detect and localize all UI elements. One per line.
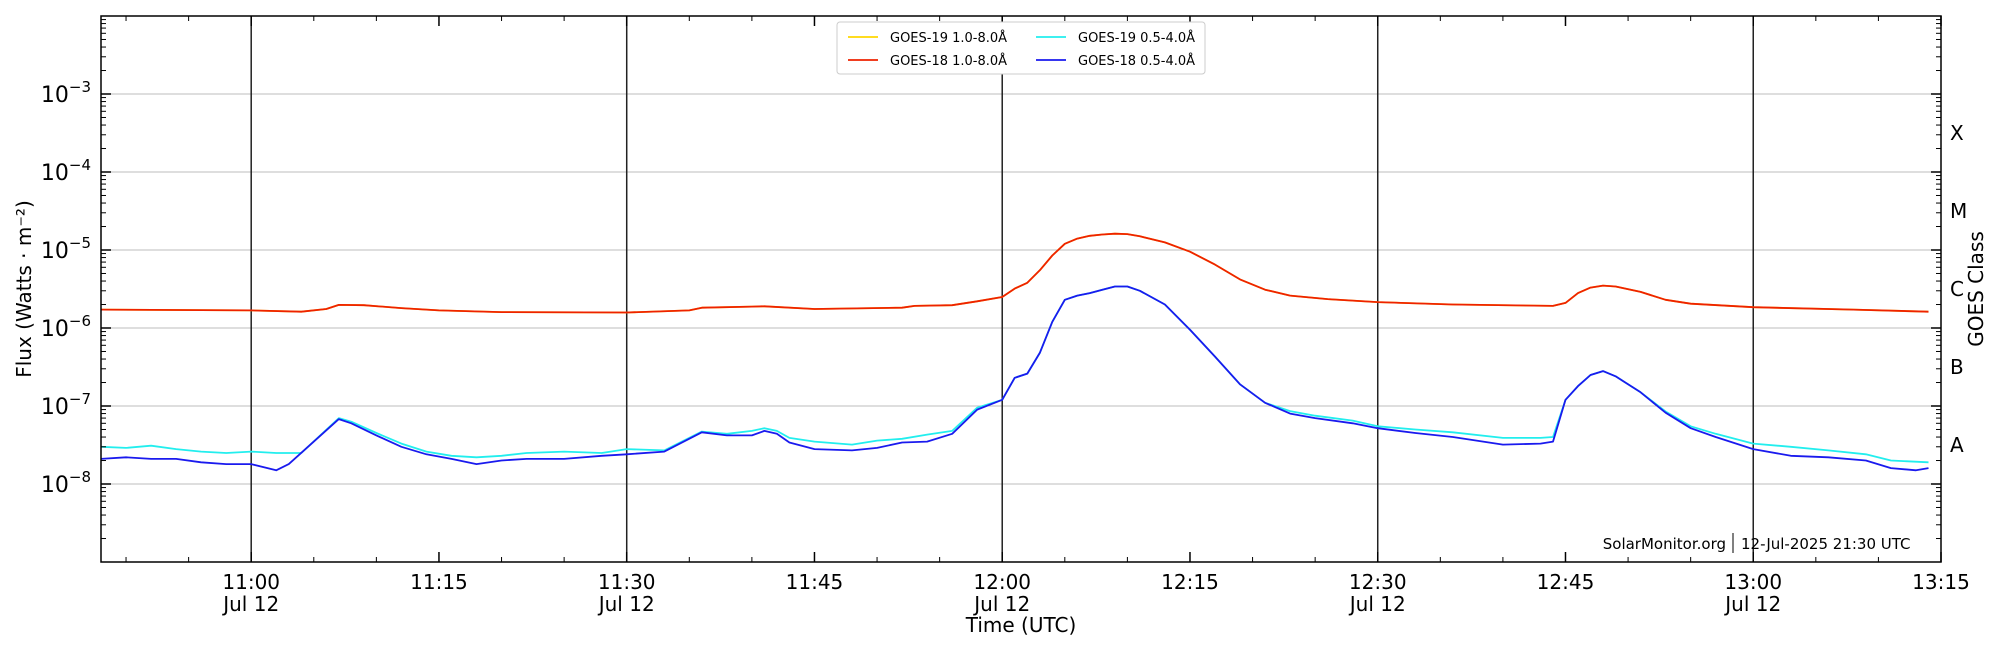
y-tick-label: 10−4: [41, 156, 91, 186]
legend-entry: GOES-18 1.0-8.0Å: [890, 53, 1007, 69]
x-tick-label: 11:00: [222, 570, 280, 594]
x-tick-label: 13:15: [1912, 570, 1970, 594]
series-line: [100, 285, 1929, 472]
day-marker-lines: [250, 16, 1754, 562]
right-axis-label: GOES Class: [1964, 231, 1988, 347]
goes-class-label: X: [1950, 121, 1964, 145]
legend-entry: GOES-18 0.5-4.0Å: [1078, 53, 1195, 69]
goes-class-label: C: [1950, 277, 1964, 301]
y-tick-label: 10−6: [41, 312, 91, 342]
legend: GOES-19 1.0-8.0Å GOES-18 1.0-8.0Å GOES-19 …: [836, 21, 1206, 75]
series-line: [100, 285, 1929, 464]
gridlines: [101, 93, 1941, 485]
x-tick-label: 11:15: [410, 570, 468, 594]
x-axis-label: Time (UTC): [965, 613, 1077, 637]
x-tick-date: Jul 12: [221, 592, 279, 616]
goes-class-label: A: [1950, 433, 1964, 457]
x-tick-date: Jul 12: [1348, 592, 1406, 616]
y-tick-label: 10−3: [41, 78, 91, 108]
y-tick-label: 10−7: [41, 390, 91, 420]
x-tick-date: Jul 12: [972, 592, 1030, 616]
y-axis-label: Flux (Watts · m⁻²): [12, 200, 36, 378]
legend-box: [836, 21, 1206, 75]
goes-class-label: M: [1950, 199, 1967, 223]
x-tick-label: 11:45: [786, 570, 844, 594]
plot-frame: [100, 15, 1942, 563]
legend-entry: GOES-19 1.0-8.0Å: [890, 30, 1007, 46]
x-tick-label: 11:30: [598, 570, 656, 594]
x-tick-label: 13:00: [1724, 570, 1782, 594]
series-line: [100, 232, 1929, 314]
credit-source: SolarMonitor.org: [1603, 535, 1726, 553]
series-line: [100, 232, 1929, 314]
x-tick-date: Jul 12: [1723, 592, 1781, 616]
series-lines: [100, 232, 1929, 472]
goes-class-labels: A B C M X: [1950, 121, 1967, 457]
x-tick-date: Jul 12: [597, 592, 655, 616]
credit-date: 12-Jul-2025 21:30 UTC: [1741, 535, 1911, 553]
y-tick-label: 10−5: [41, 234, 91, 264]
x-tick-label: 12:15: [1161, 570, 1219, 594]
y-axis-ticks: 10−8 10−7 10−6 10−5 10−4 10−3: [41, 19, 1941, 540]
legend-entry: GOES-19 0.5-4.0Å: [1078, 30, 1195, 46]
x-tick-label: 12:30: [1349, 570, 1407, 594]
y-tick-label: 10−8: [41, 468, 91, 498]
goes-class-label: B: [1950, 355, 1964, 379]
x-tick-label: 12:00: [973, 570, 1031, 594]
x-tick-label: 12:45: [1537, 570, 1595, 594]
